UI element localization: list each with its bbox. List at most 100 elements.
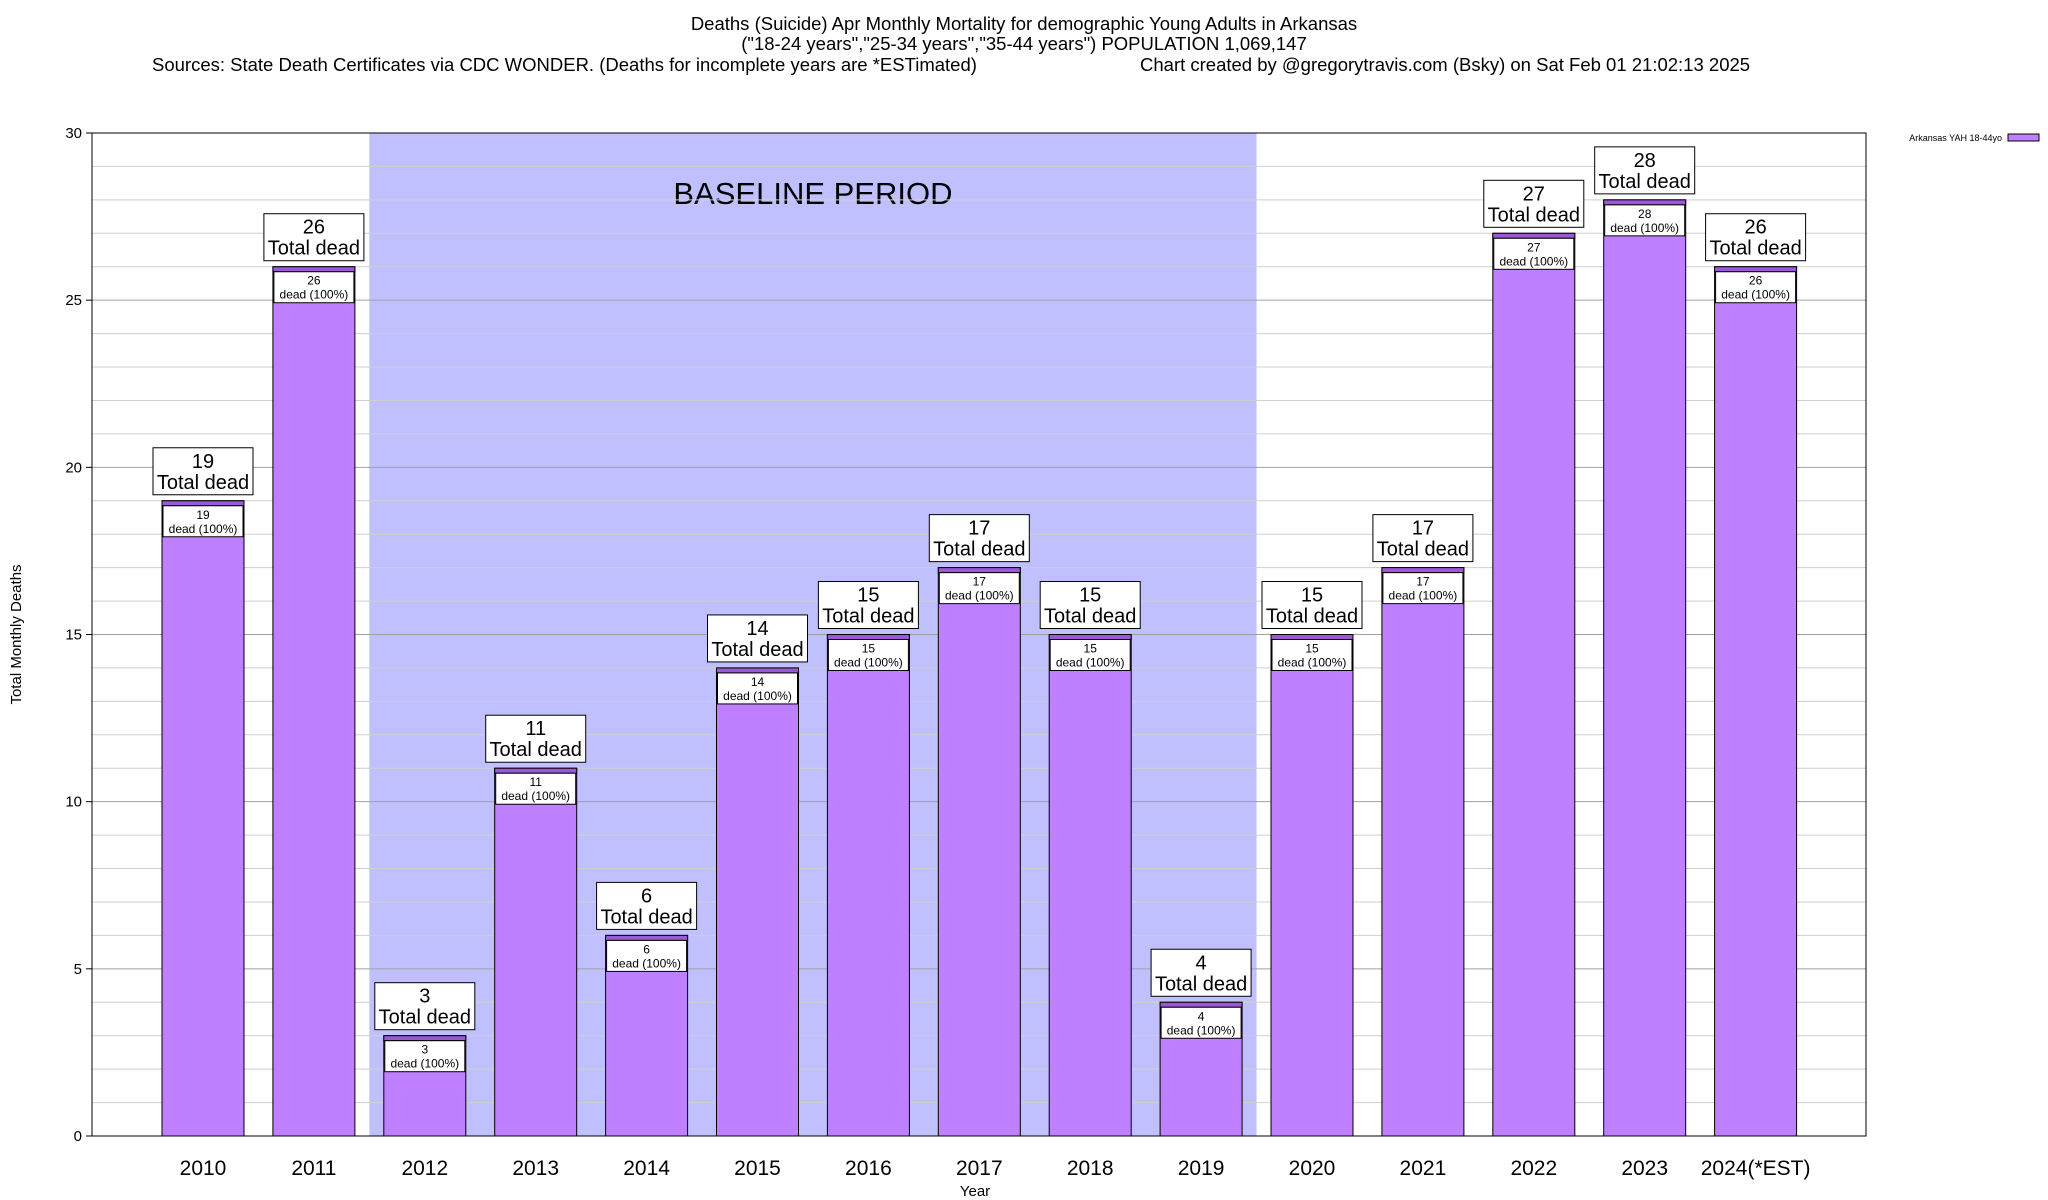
bar-top-cap: [1159, 1001, 1243, 1008]
bar-inner-label: dead (100%): [945, 589, 1014, 603]
bar-top-cap: [826, 634, 910, 640]
bar-top-cap: [1048, 634, 1132, 640]
bar: [716, 667, 799, 1137]
bar-inner-label: dead (100%): [501, 789, 570, 803]
bar-total-value: 11: [525, 718, 546, 740]
bar-total-value: 17: [1412, 518, 1434, 540]
bar-total-value: 4: [1196, 952, 1207, 974]
legend-entry-label: Arkansas YAH 18-44yo: [1909, 133, 2002, 143]
bar-inner-value: 17: [973, 575, 987, 589]
y-tick-label: 20: [65, 459, 82, 476]
bar-total-value: 3: [419, 986, 430, 1008]
bar-total-label: Total dead: [600, 906, 692, 928]
bar-total-label: Total dead: [933, 539, 1025, 561]
bar-total-label: Total dead: [1377, 539, 1469, 561]
bar-inner-value: 15: [1305, 642, 1319, 656]
chart-header: Deaths (Suicide) Apr Monthly Mortality f…: [0, 14, 2048, 54]
inner-label-box: [938, 572, 1020, 605]
x-tick-label: 2024(*EST): [1701, 1157, 1811, 1180]
inner-label-box: [1160, 1006, 1242, 1039]
bar-inner-value: 28: [1638, 207, 1652, 221]
total-label-box: [1150, 948, 1252, 997]
bar-top-cap: [605, 934, 689, 941]
bar-total-label: Total dead: [268, 238, 360, 260]
legend: Arkansas YAH 18-44yo: [1909, 133, 2040, 143]
bar-inner-label: dead (100%): [1499, 254, 1568, 268]
y-tick-label: 30: [65, 125, 82, 142]
total-label-box: [817, 581, 919, 629]
bar: [272, 266, 356, 1137]
bar-top-cap: [1603, 199, 1687, 206]
bar: [1381, 567, 1465, 1137]
bar-inner-label: dead (100%): [723, 689, 792, 703]
total-label-box: [1483, 179, 1585, 228]
x-tick-label: 2010: [180, 1157, 227, 1180]
bar-total-value: 17: [968, 518, 990, 540]
x-tick-label: 2021: [1400, 1157, 1447, 1180]
bar-top-cap: [1270, 634, 1354, 640]
inner-label-box: [1382, 572, 1464, 605]
bar-total-label: Total dead: [1488, 204, 1580, 226]
inner-label-box: [827, 639, 909, 671]
bar-total-value: 28: [1634, 150, 1656, 172]
bar-top-cap: [716, 667, 799, 674]
bar-top-cap: [161, 500, 245, 507]
total-label-box: [1261, 581, 1363, 629]
bar-inner-label: dead (100%): [280, 288, 349, 302]
x-tick-label: 2011: [291, 1157, 336, 1180]
bar-total-value: 14: [746, 618, 768, 640]
total-label-box: [928, 514, 1030, 563]
bar-inner-value: 15: [862, 642, 876, 656]
bar-inner-label: dead (100%): [169, 522, 238, 536]
total-label-box: [374, 982, 476, 1031]
bar-total-label: Total dead: [1599, 171, 1691, 193]
total-label-box: [485, 714, 587, 763]
x-tick-label: 2012: [401, 1157, 448, 1180]
x-tick-label: 2013: [512, 1157, 559, 1180]
inner-label-box: [384, 1040, 466, 1073]
bar-total-label: Total dead: [379, 1007, 471, 1029]
inner-label-box: [1049, 639, 1131, 671]
bar-inner-label: dead (100%): [1721, 288, 1790, 302]
bar-total-value: 15: [1079, 585, 1101, 607]
inner-label-box: [606, 939, 688, 972]
bar-top-cap: [1381, 567, 1465, 574]
bar-top-cap: [383, 1035, 467, 1042]
bar-top-cap: [1714, 266, 1798, 273]
total-label-box: [152, 447, 254, 496]
bar-inner-label: dead (100%): [390, 1057, 459, 1071]
bar: [494, 767, 578, 1137]
total-label-box: [263, 213, 365, 262]
bar-total-label: Total dead: [822, 606, 914, 628]
x-tick-label: 2020: [1289, 1157, 1336, 1180]
inner-label-box: [1493, 237, 1575, 270]
bar: [826, 634, 910, 1137]
bar-inner-label: dead (100%): [1167, 1023, 1236, 1037]
bar-inner-value: 4: [1198, 1009, 1205, 1023]
total-label-box: [1705, 213, 1807, 262]
bar-total-value: 15: [857, 585, 879, 607]
bar-top-cap: [494, 767, 578, 774]
chart-subtitle: ("18-24 years","25-34 years","35-44 year…: [741, 33, 1307, 54]
bar: [937, 567, 1021, 1137]
bar-inner-value: 26: [1749, 274, 1763, 288]
bar-inner-label: dead (100%): [1056, 656, 1125, 670]
bar-total-label: Total dead: [490, 739, 582, 761]
bar-top-cap: [937, 567, 1021, 574]
y-tick-label: 15: [65, 627, 82, 644]
bar-inner-value: 15: [1084, 642, 1098, 656]
bar: [1603, 199, 1687, 1137]
bar-inner-value: 27: [1527, 240, 1541, 254]
x-axis-label: Year: [960, 1183, 990, 1200]
y-tick-label: 0: [74, 1128, 82, 1145]
x-tick-label: 2023: [1621, 1157, 1668, 1180]
bar-top-cap: [1492, 232, 1576, 239]
bar-total-label: Total dead: [1709, 238, 1801, 260]
baseline-label: BASELINE PERIOD: [673, 176, 952, 211]
chart-title: Deaths (Suicide) Apr Monthly Mortality f…: [690, 13, 1358, 34]
y-tick-label: 10: [65, 794, 82, 811]
bar-total-label: Total dead: [1044, 606, 1136, 628]
bar-total-value: 15: [1301, 585, 1323, 607]
x-tick-label: 2017: [956, 1157, 1003, 1180]
